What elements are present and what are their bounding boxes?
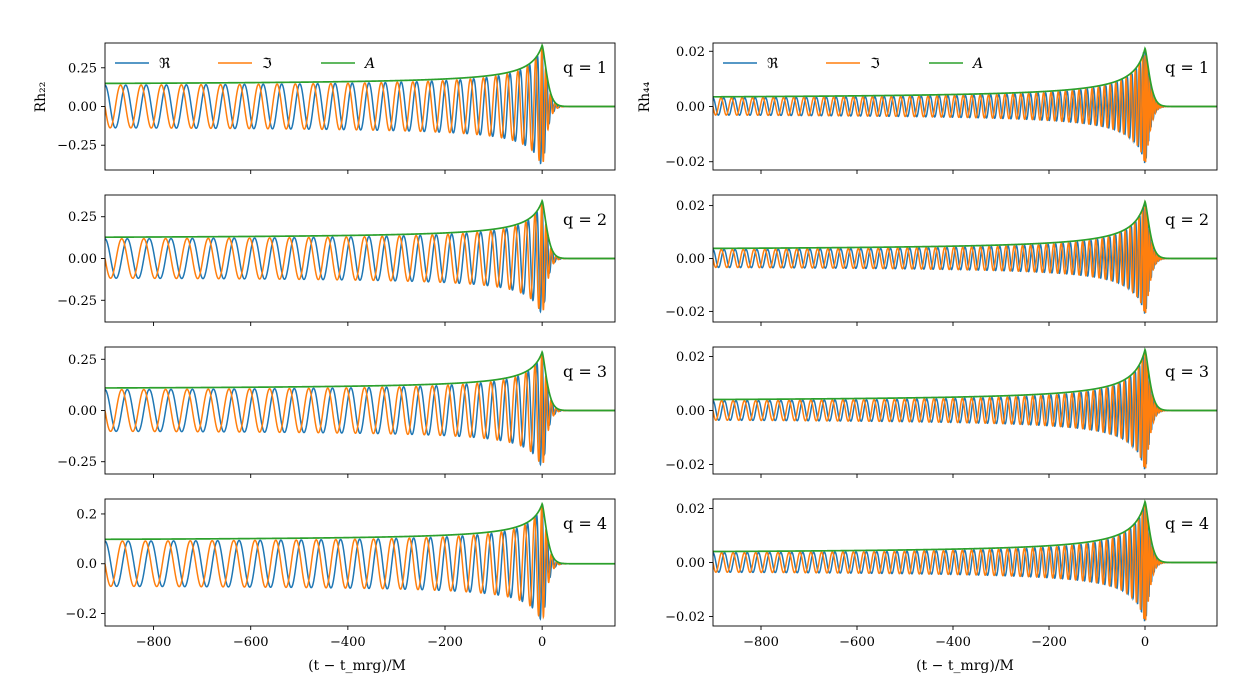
y-tick-label: 0.25 [68, 210, 97, 225]
y-tick-label: 0.00 [676, 100, 705, 115]
series-amplitude-line [713, 46, 1217, 108]
panel-44-row-4: −0.02 0.00 0.02 −800 −600 −400 −200 0 q = 4 [665, 498, 1218, 650]
legend-label: ℑ [262, 56, 272, 72]
series-amplitude-line [105, 501, 615, 565]
series-real-line [713, 51, 1217, 164]
series-real-line [713, 352, 1217, 470]
panels-layer: −0.250.000.25 q = 1ℜ ℑ A−0.250.000.25 q = 2−… [57, 42, 1218, 650]
panel-22-row-1: −0.25 0.00 0.25 q = 1 ℜ ℑ A [57, 42, 616, 174]
mass-ratio-label: q = 3 [1165, 362, 1209, 381]
y-tick-label: 0.25 [68, 353, 97, 368]
plot-frame [104, 498, 616, 627]
panel-22-row-2: −0.25 0.00 0.25 q = 2 [57, 194, 616, 326]
legend-label: A [363, 56, 375, 72]
x-tick-label: 0 [1141, 635, 1149, 650]
y-tick-label: 0.00 [676, 252, 705, 267]
y-tick-label: 0.25 [68, 61, 97, 76]
y-tick-label: −0.02 [665, 458, 705, 473]
series-imag-line [105, 504, 615, 620]
series-imag-line [713, 505, 1217, 621]
series-amplitude-line [713, 499, 1217, 564]
series-amplitude-line [105, 198, 615, 260]
mass-ratio-label: q = 2 [1165, 210, 1209, 229]
legend-label: A [971, 56, 983, 72]
y-tick-label: −0.25 [57, 294, 97, 309]
y-tick-label: 0.02 [676, 502, 705, 517]
y-tick-label: −0.2 [65, 607, 97, 622]
series-group [713, 347, 1217, 470]
y-tick-label: 0.00 [676, 404, 705, 419]
y-tick-label: −0.02 [665, 155, 705, 170]
series-group [713, 499, 1217, 622]
series-group [713, 199, 1217, 314]
legend-label: ℑ [870, 56, 880, 72]
series-amplitude-line [105, 350, 615, 412]
y-tick-label: 0.2 [76, 507, 97, 522]
y-axis-labels: Rh₂₂ Rh₄₄ [33, 81, 653, 112]
x-tick-label: −800 [743, 635, 779, 650]
series-group [105, 43, 615, 165]
y-tick-label: −0.25 [57, 455, 97, 470]
series-group [105, 350, 615, 467]
x-tick-label: −600 [233, 635, 269, 650]
y-tick-label: 0.00 [676, 556, 705, 571]
y-tick-label: 0.02 [676, 350, 705, 365]
series-real-line [105, 46, 615, 165]
y-tick-label: 0.00 [68, 252, 97, 267]
y-tick-label: 0.00 [68, 100, 97, 115]
mass-ratio-label: q = 1 [563, 58, 607, 77]
y-tick-label: 0.02 [676, 199, 705, 214]
y-tick-label: −0.02 [665, 610, 705, 625]
mass-ratio-label: q = 2 [563, 210, 607, 229]
y-tick-label: 0.02 [676, 45, 705, 60]
series-imag-line [713, 206, 1217, 313]
x-axis-label-right: (t − t_mrg)/M [916, 658, 1014, 674]
series-amplitude-line [713, 347, 1217, 412]
y-axis-label-h44: Rh₄₄ [637, 81, 653, 112]
panel-44-row-1: −0.02 0.00 0.02 q = 1 ℜ ℑ A [665, 42, 1218, 174]
x-axis-label-left: (t − t_mrg)/M [308, 658, 406, 674]
y-tick-label: −0.25 [57, 139, 97, 154]
x-tick-label: −200 [1031, 635, 1067, 650]
series-group [713, 46, 1217, 164]
series-group [105, 501, 615, 621]
x-tick-label: −400 [935, 635, 971, 650]
panel-44-row-2: −0.02 0.00 0.02 q = 2 [665, 194, 1218, 326]
x-tick-label: 0 [538, 635, 546, 650]
x-tick-label: −200 [427, 635, 463, 650]
y-tick-label: −0.02 [665, 305, 705, 320]
legend-label: ℜ [767, 56, 779, 72]
series-imag-line [105, 353, 615, 463]
legend-label: ℜ [159, 56, 171, 72]
series-real-line [713, 504, 1217, 622]
y-tick-label: 0.0 [76, 557, 97, 572]
series-amplitude-line [105, 43, 615, 108]
mass-ratio-label: q = 3 [563, 362, 607, 381]
series-imag-line [713, 55, 1217, 163]
mass-ratio-label: q = 4 [1165, 514, 1209, 533]
y-axis-label-h22: Rh₂₂ [33, 82, 49, 113]
series-group [105, 198, 615, 314]
series-imag-line [105, 201, 615, 311]
panel-22-row-4: −0.2 0.0 0.2 −800 −600 −400 −200 0 q = 4 [65, 498, 616, 650]
x-tick-label: −600 [839, 635, 875, 650]
panel-44-row-3: −0.02 0.00 0.02 q = 3 [665, 346, 1218, 478]
y-tick-label: 0.00 [68, 404, 97, 419]
series-imag-line [713, 353, 1217, 469]
series-amplitude-line [713, 199, 1217, 260]
mass-ratio-label: q = 4 [563, 514, 607, 533]
x-tick-label: −400 [330, 635, 366, 650]
series-real-line [105, 504, 615, 621]
mass-ratio-label: q = 1 [1165, 58, 1209, 77]
series-imag-line [105, 45, 615, 163]
x-axis-labels: (t − t_mrg)/M (t − t_mrg)/M [308, 658, 1014, 674]
x-tick-label: −800 [136, 635, 172, 650]
panel-22-row-3: −0.25 0.00 0.25 q = 3 [57, 346, 616, 478]
